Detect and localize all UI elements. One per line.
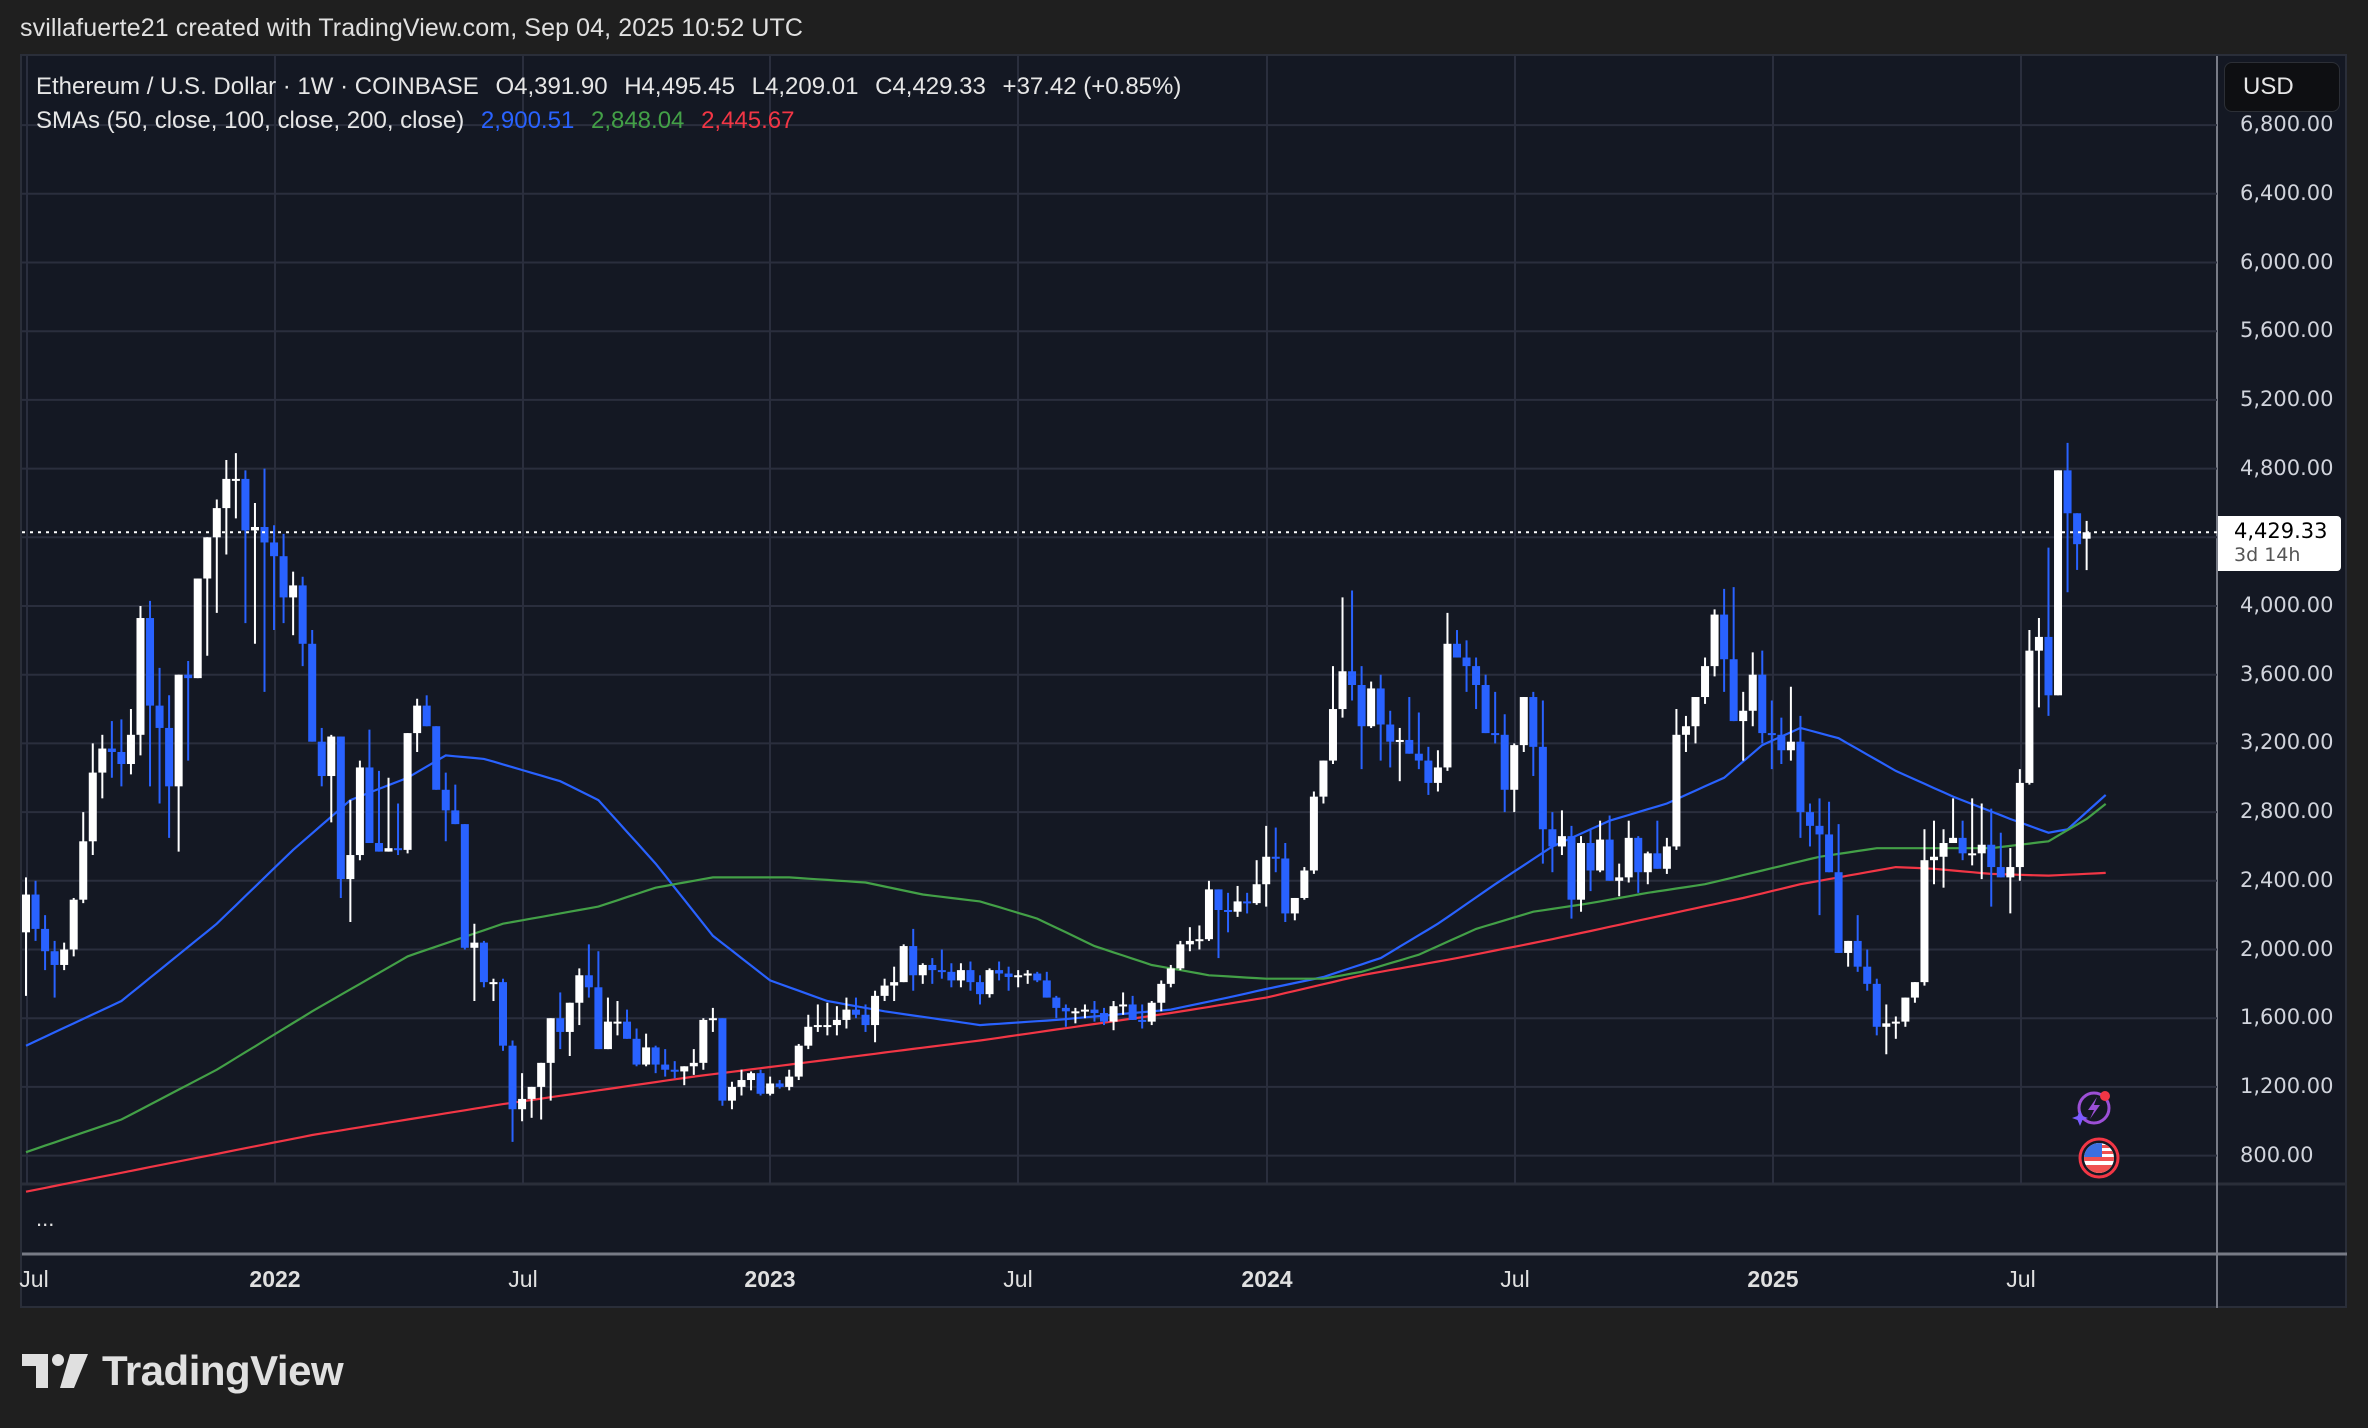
chart-credit: svillafuerte21 created with TradingView.… [20, 14, 804, 42]
sma100-value: 2,848.04 [590, 107, 685, 134]
price-axis-label: 3,600.00 [2240, 661, 2334, 686]
sma200-value: 2,445.67 [701, 107, 795, 134]
us-flag-icon[interactable] [2077, 1136, 2121, 1180]
price-axis-label: 5,200.00 [2240, 386, 2334, 411]
symbol-legend-row[interactable]: Ethereum / U.S. Dollar · 1W · COINBASE O… [36, 70, 1191, 104]
sma-200-line [25, 865, 2106, 1193]
price-axis-label: 6,000.00 [2240, 249, 2334, 274]
chart-legend: Ethereum / U.S. Dollar · 1W · COINBASE O… [36, 70, 1191, 138]
indicator-more-button[interactable]: ... [36, 1206, 55, 1231]
ohlc-high: H4,495.45 [624, 73, 735, 100]
price-axis-label: 6,400.00 [2240, 180, 2334, 205]
time-axis-label: Jul [1003, 1266, 1033, 1292]
time-axis-label: Jul [1500, 1266, 1530, 1292]
price-axis-label: 6,800.00 [2240, 112, 2334, 137]
price-axis-label: 2,000.00 [2240, 936, 2334, 961]
last-price-tag: 4,429.33 3d 14h [2218, 516, 2341, 571]
sma-title: SMAs (50, close, 100, close, 200, close) [36, 107, 465, 134]
time-axis-label: Jul [2006, 1266, 2036, 1292]
price-axis-label: 1,200.00 [2240, 1073, 2334, 1098]
price-axis-label: 2,800.00 [2240, 799, 2334, 824]
price-axis-label: 4,000.00 [2240, 593, 2334, 617]
time-axis-label: 2025 [1747, 1266, 1799, 1292]
symbol-title: Ethereum / U.S. Dollar · 1W · COINBASE [36, 73, 479, 100]
price-axis-label: 1,600.00 [2240, 1005, 2334, 1030]
tradingview-logo-text: TradingView [102, 1347, 344, 1394]
last-price-value: 4,429.33 [2234, 519, 2328, 543]
ohlc-low: L4,209.01 [751, 73, 859, 100]
bar-countdown: 3d 14h [2234, 544, 2301, 566]
ohlc-close: C4,429.33 [875, 73, 986, 100]
time-axis-label: 2023 [744, 1266, 796, 1292]
price-axis-label: 4,800.00 [2240, 455, 2334, 480]
currency-button[interactable]: USD [2224, 62, 2340, 112]
price-axis-label: 5,600.00 [2240, 318, 2334, 343]
price-axis-label: 2,400.00 [2240, 867, 2334, 892]
price-axis-label: 800.00 [2240, 1142, 2314, 1167]
sma-100-line [25, 803, 2107, 1154]
tradingview-logo-icon [22, 1354, 88, 1388]
time-axis-label: Jul [508, 1266, 538, 1292]
price-change: +37.42 (+0.85%) [1002, 73, 1182, 100]
lightning-sparkle-icon[interactable] [2070, 1088, 2114, 1132]
sma50-value: 2,900.51 [480, 107, 575, 134]
tradingview-logo: TradingView [22, 1346, 344, 1396]
price-axis-label: 3,200.00 [2240, 730, 2334, 755]
time-axis-label: 2024 [1241, 1266, 1293, 1292]
sma-legend-row[interactable]: SMAs (50, close, 100, close, 200, close)… [36, 104, 1191, 138]
time-axis-label: Jul [19, 1266, 49, 1292]
time-axis-label: 2022 [249, 1266, 301, 1292]
ohlc-open: O4,391.90 [495, 73, 608, 100]
